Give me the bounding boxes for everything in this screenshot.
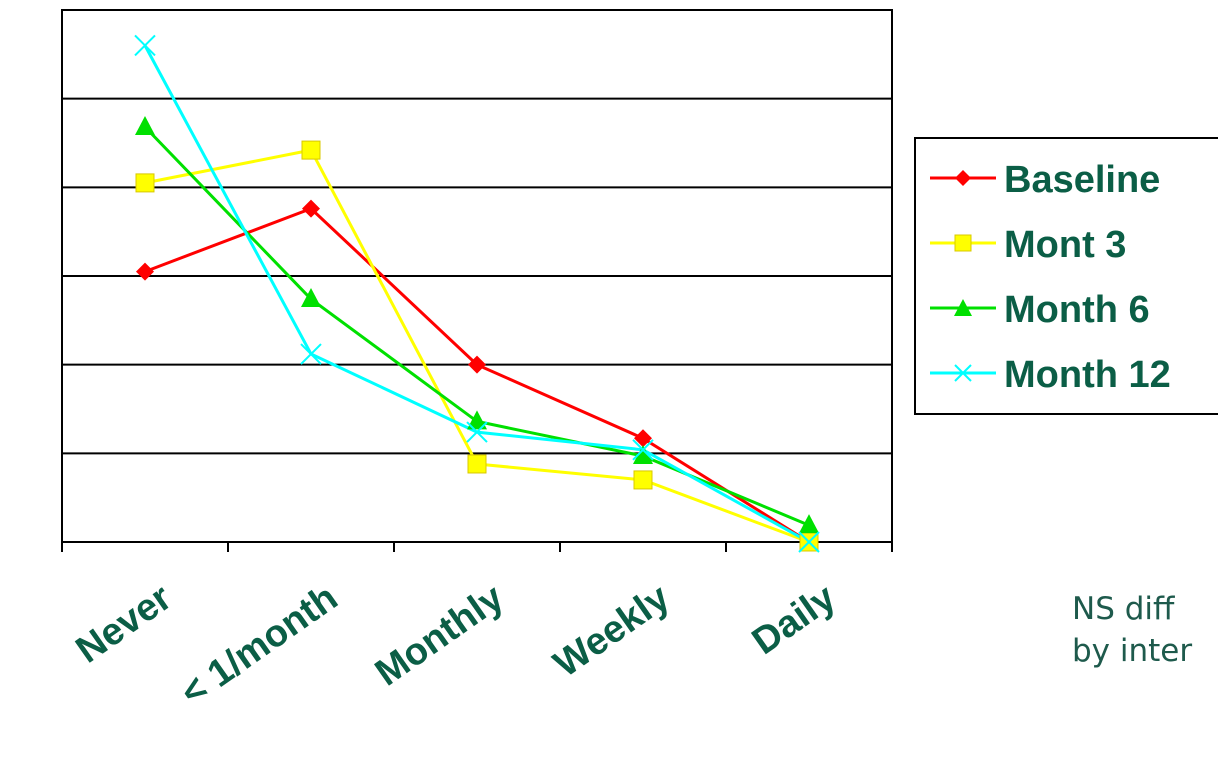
x-marker-icon [930, 364, 996, 382]
note-text: NS diff by inter [1072, 588, 1192, 672]
x-axis-tick-labels: Never< 1/month Monthly Weekly Daily [69, 576, 844, 714]
data-point [135, 116, 155, 136]
data-point [302, 199, 320, 218]
x-tick-label: Weekly [546, 577, 677, 686]
data-point [633, 470, 653, 490]
legend-label: Baseline [1004, 159, 1161, 201]
legend-label: Month 12 [1004, 354, 1171, 396]
legend-label: Mont 3 [1004, 224, 1127, 266]
legend-item-mont-3: Mont 3 [916, 214, 1218, 274]
triangle-marker-icon [930, 299, 996, 316]
plot-area [61, 9, 893, 553]
legend: Baseline Mont 3 Month 6 Month 12 [914, 137, 1218, 415]
note-line-1: NS diff [1072, 591, 1175, 627]
x-tick-label: Monthly [368, 577, 511, 695]
x-tick-label: Never [69, 576, 180, 671]
data-point [301, 140, 321, 160]
x-tick-label: Daily [745, 577, 843, 664]
x-tick-label: < 1/month [173, 577, 345, 715]
legend-item-month-12: Month 12 [916, 344, 1218, 404]
square-marker-icon [930, 234, 996, 252]
data-point [799, 514, 819, 534]
data-point [633, 444, 653, 464]
legend-item-month-6: Month 6 [916, 279, 1218, 339]
data-point [466, 421, 488, 443]
series-markers [134, 34, 820, 553]
data-point [300, 343, 322, 365]
data-point [134, 34, 156, 57]
diamond-marker-icon [930, 170, 996, 186]
legend-label: Month 6 [1004, 289, 1150, 331]
legend-item-baseline: Baseline [916, 149, 1218, 209]
data-point [467, 410, 487, 430]
data-point [136, 262, 154, 281]
data-point [301, 288, 321, 308]
note-line-2: by inter [1072, 633, 1193, 669]
data-point [632, 439, 654, 461]
data-point [468, 355, 486, 374]
data-point [135, 173, 155, 193]
data-point [467, 454, 487, 474]
data-point [798, 531, 820, 553]
data-point [634, 429, 652, 448]
x-axis-ticks [61, 542, 893, 552]
